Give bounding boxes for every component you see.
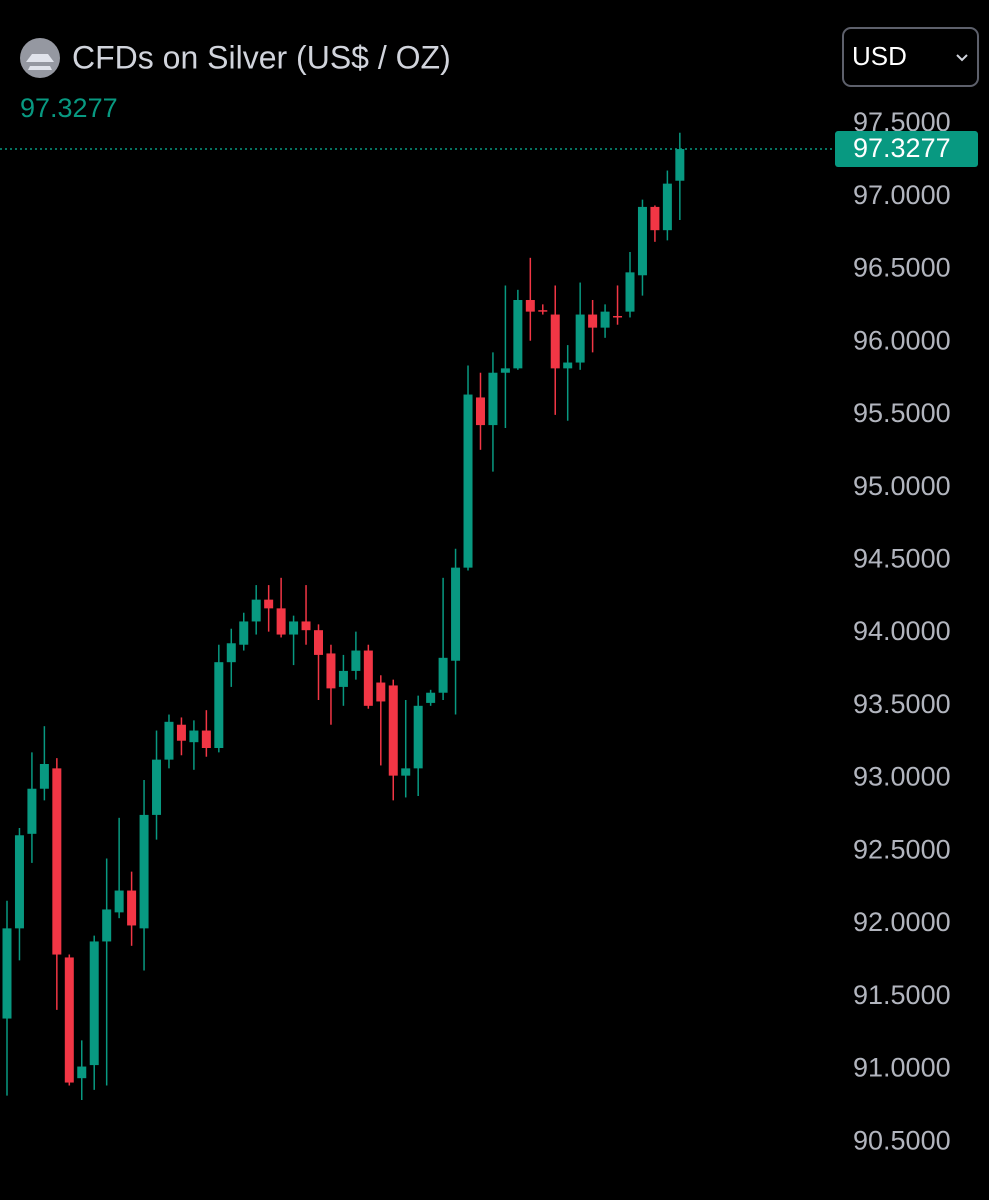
candle-body: [77, 1066, 87, 1079]
candle-body: [39, 764, 49, 789]
candle-body: [64, 957, 74, 1083]
candle-body: [14, 835, 24, 929]
candle-body: [675, 149, 685, 181]
candle-body: [376, 682, 386, 702]
candle-body: [338, 670, 348, 687]
candle-body: [625, 272, 635, 312]
candle-body: [214, 662, 224, 748]
y-tick-label: 96.5000: [853, 253, 951, 283]
candle-body: [164, 721, 174, 760]
last-price: 97.3277: [20, 93, 118, 123]
candle-body: [413, 705, 423, 769]
candle-body: [189, 730, 199, 743]
y-tick-label: 91.0000: [853, 1053, 951, 1083]
candle-body: [637, 206, 647, 276]
candle-body: [2, 928, 12, 1019]
candle-body: [513, 300, 523, 369]
candle-body: [650, 206, 660, 231]
candle-body: [538, 310, 548, 312]
candle-body: [314, 630, 323, 655]
candle-body: [525, 300, 535, 312]
candle-body: [276, 608, 286, 635]
candle-body: [52, 768, 62, 955]
y-tick-label: 92.0000: [853, 907, 951, 937]
candle-body: [463, 394, 473, 568]
candle-body: [388, 685, 398, 776]
candle-body: [114, 890, 124, 913]
candle-body: [226, 643, 236, 663]
y-tick-label: 91.5000: [853, 980, 951, 1010]
candle-body: [89, 941, 99, 1066]
candle-body: [600, 311, 610, 328]
y-tick-label: 94.5000: [853, 543, 951, 573]
candle-body: [488, 372, 498, 426]
candle-body: [152, 759, 162, 815]
y-tick-label: 95.5000: [853, 398, 951, 428]
candle-body: [301, 621, 311, 631]
candle-body: [613, 316, 623, 318]
candle-body: [127, 890, 137, 926]
candle-body: [475, 397, 485, 426]
candle-body: [563, 362, 573, 369]
candle-body: [201, 730, 211, 748]
candle-body: [500, 368, 510, 373]
candle-body: [139, 814, 149, 929]
y-tick-label: 96.0000: [853, 325, 951, 355]
y-tick-label: 93.5000: [853, 689, 951, 719]
candle-body: [426, 692, 436, 703]
chevron[interactable]: [956, 54, 968, 62]
y-tick-label: 95.0000: [853, 471, 951, 501]
candle-body: [401, 768, 411, 776]
y-tick-label: 92.5000: [853, 834, 951, 864]
last-price-tag: [835, 131, 978, 168]
last-price-label: 97.3277: [853, 133, 951, 163]
candle-body: [351, 650, 361, 671]
candle-body: [102, 909, 112, 942]
chart-title: CFDs on Silver (US$ / OZ): [72, 39, 451, 75]
symbol-icon: [20, 38, 60, 78]
selector-label[interactable]: USD: [852, 41, 907, 71]
currency-selector[interactable]: USD: [842, 27, 979, 87]
candle-body: [239, 621, 249, 645]
y-tick-label: 93.0000: [853, 762, 951, 792]
candle-body: [575, 314, 585, 363]
candle-body: [588, 314, 598, 328]
candle-body: [326, 653, 336, 689]
candle-body: [251, 599, 261, 622]
candle-body: [264, 599, 274, 609]
candle-body: [550, 314, 560, 369]
candle-body: [662, 183, 672, 231]
y-tick-label: 97.0000: [853, 180, 951, 210]
candle-body: [438, 657, 448, 693]
y-tick-label: 94.0000: [853, 616, 951, 646]
candle-body: [176, 724, 186, 741]
y-tick-label: 90.5000: [853, 1125, 951, 1155]
candle-body: [289, 621, 299, 635]
selector-box[interactable]: [842, 27, 979, 87]
candle-body: [451, 567, 461, 661]
candle-body: [363, 650, 373, 706]
candle-body: [27, 788, 37, 834]
